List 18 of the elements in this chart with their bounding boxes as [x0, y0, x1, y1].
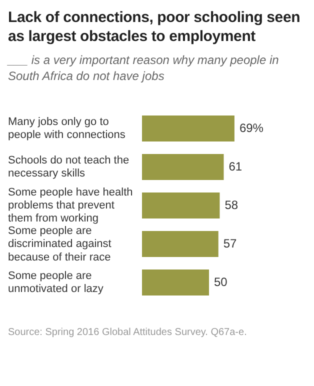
- chart-subtitle: ___ is a very important reason why many people in South Africa do not have jobs: [8, 52, 280, 84]
- data-label: 57: [223, 236, 238, 250]
- data-label: 61: [228, 159, 242, 174]
- y-tick-label: Many jobs only go to people with connections: [8, 116, 126, 142]
- data-label: 50: [214, 274, 228, 289]
- bar: [142, 192, 220, 218]
- chart-title: Lack of connections, poor schooling seen as largest obstacles to employment: [8, 8, 302, 46]
- y-tick-label: Some people are unmotivated or lazy: [8, 270, 104, 296]
- bar: [142, 154, 224, 180]
- source-note: Source: Spring 2016 Global Attitudes Survey. Q67a-e.: [8, 327, 248, 338]
- data-label: 58: [224, 198, 238, 212]
- data-label: 69%: [239, 120, 264, 135]
- bar: [142, 115, 234, 142]
- y-tick-label: Some people have health problems that prevent them from working: [8, 186, 133, 225]
- bar: [142, 270, 209, 296]
- y-tick-label: Some people are discriminated against because of their race: [8, 224, 112, 264]
- y-tick-label: Schools do not teach the necessary skills: [8, 154, 130, 180]
- bar: [142, 231, 218, 258]
